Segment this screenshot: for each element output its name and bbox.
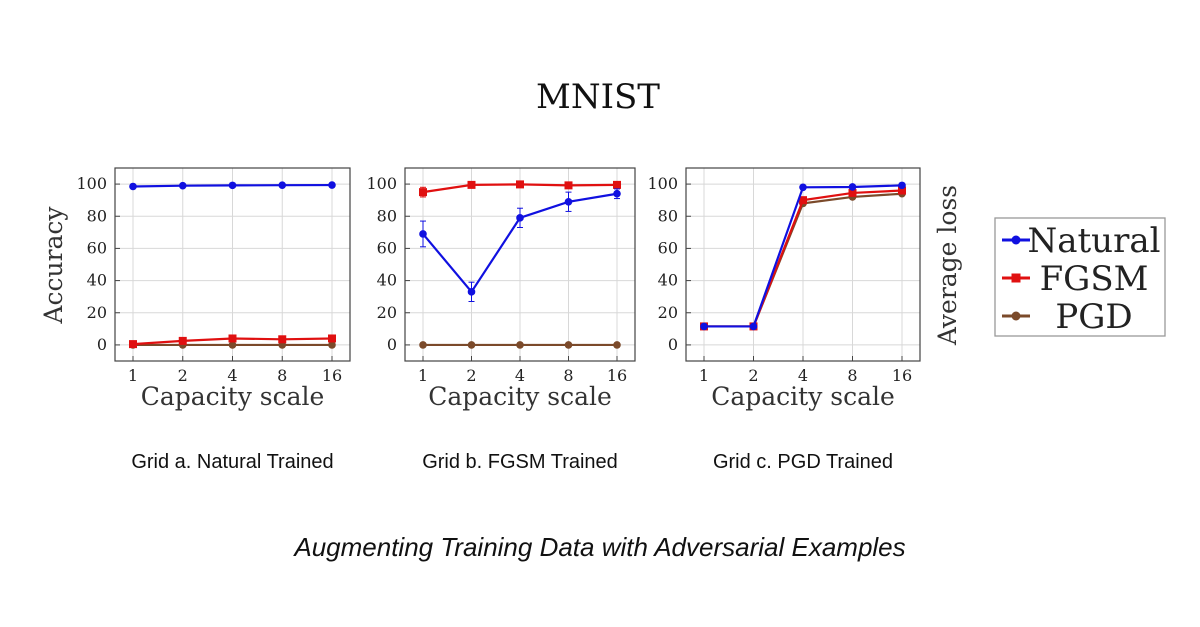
series-natural	[419, 188, 621, 302]
y-tick-label: 20	[658, 303, 678, 322]
data-point-pgd	[613, 341, 621, 349]
y-tick-label: 0	[668, 335, 678, 354]
x-tick-label: 2	[178, 366, 188, 385]
series-pgd	[419, 341, 621, 349]
series-fgsm	[419, 180, 621, 198]
y-tick-label: 40	[658, 271, 678, 290]
y-tick-label: 40	[377, 271, 397, 290]
x-tick-label: 8	[277, 366, 287, 385]
series-fgsm	[129, 334, 336, 349]
x-axis-label: Capacity scale	[428, 382, 612, 411]
data-point-fgsm	[898, 186, 906, 195]
x-tick-label: 16	[322, 366, 342, 385]
data-point-fgsm	[328, 334, 336, 343]
legend-marker	[1011, 235, 1021, 245]
data-point-natural	[848, 183, 857, 191]
data-point-pgd	[328, 341, 336, 349]
data-point-fgsm	[419, 188, 427, 197]
y-tick-label: 100	[647, 174, 678, 193]
legend-label: Natural	[1028, 221, 1161, 261]
data-point-fgsm	[799, 196, 807, 205]
y-tick-label: 100	[366, 174, 397, 193]
figure-title: MNIST	[536, 77, 660, 117]
data-point-natural	[749, 322, 758, 331]
data-point-natural	[278, 181, 287, 190]
data-point-fgsm	[848, 188, 857, 197]
data-point-pgd	[564, 341, 573, 349]
x-tick-label: 8	[847, 366, 857, 385]
x-tick-label: 4	[515, 366, 525, 385]
x-tick-label: 4	[798, 366, 808, 385]
data-point-natural	[700, 322, 708, 331]
chart-caption: Grid c. PGD Trained	[713, 451, 893, 473]
legend-label: PGD	[1055, 297, 1132, 337]
y-tick-label: 0	[97, 335, 107, 354]
data-point-fgsm	[129, 340, 137, 349]
legend-item-pgd: PGD	[1002, 297, 1133, 337]
x-tick-label: 2	[748, 366, 758, 385]
data-point-natural	[419, 230, 427, 238]
data-point-natural	[328, 181, 336, 189]
data-point-fgsm	[278, 335, 287, 344]
legend-marker	[1011, 311, 1021, 321]
data-point-natural	[178, 181, 187, 190]
data-point-fgsm	[228, 334, 237, 343]
chart-caption: Grid a. Natural Trained	[131, 451, 333, 473]
data-point-natural	[799, 183, 807, 192]
data-point-natural	[228, 181, 237, 190]
y-tick-label: 80	[87, 206, 107, 225]
y-tick-label: 60	[377, 238, 397, 257]
y-tick-label: 100	[76, 174, 107, 193]
y-tick-label: 60	[658, 238, 678, 257]
y-tick-label: 0	[387, 335, 397, 354]
x-tick-label: 16	[607, 366, 627, 385]
data-point-fgsm	[516, 180, 524, 189]
chart-caption: Grid b. FGSM Trained	[422, 451, 618, 473]
x-tick-label: 1	[699, 366, 709, 385]
x-tick-label: 4	[227, 366, 237, 385]
y-axis-label: Accuracy	[39, 206, 68, 325]
y-tick-label: 20	[377, 303, 397, 322]
x-tick-label: 8	[563, 366, 573, 385]
x-tick-label: 2	[466, 366, 476, 385]
x-tick-label: 1	[418, 366, 428, 385]
series-natural	[700, 181, 906, 331]
legend-label: FGSM	[1040, 259, 1149, 299]
data-point-natural	[613, 189, 621, 198]
x-tick-label: 16	[892, 366, 912, 385]
y-axis-label: Average loss	[933, 185, 962, 346]
y-tick-label: 80	[377, 206, 397, 225]
y-tick-label: 80	[658, 206, 678, 225]
x-tick-label: 1	[128, 366, 138, 385]
x-axis-label: Capacity scale	[711, 382, 895, 411]
data-point-fgsm	[564, 181, 573, 190]
legend-item-natural: Natural	[1002, 221, 1160, 261]
data-point-pgd	[228, 341, 237, 349]
data-point-pgd	[419, 341, 427, 349]
data-point-natural	[467, 288, 476, 296]
data-point-natural	[129, 182, 137, 191]
data-point-natural	[564, 197, 573, 206]
data-point-natural	[898, 181, 906, 190]
data-point-pgd	[467, 341, 476, 349]
data-point-natural	[516, 214, 524, 222]
x-axis-label: Capacity scale	[141, 382, 325, 411]
data-point-pgd	[516, 341, 524, 349]
y-tick-label: 40	[87, 271, 107, 290]
series-natural	[129, 181, 336, 191]
y-tick-label: 20	[87, 303, 107, 322]
footer-caption: Augmenting Training Data with Adversaria…	[292, 532, 905, 562]
legend-item-fgsm: FGSM	[1002, 259, 1148, 299]
data-point-fgsm	[178, 336, 187, 345]
legend-marker	[1011, 273, 1021, 283]
data-point-fgsm	[613, 180, 621, 189]
data-point-fgsm	[467, 180, 476, 189]
y-tick-label: 60	[87, 238, 107, 257]
